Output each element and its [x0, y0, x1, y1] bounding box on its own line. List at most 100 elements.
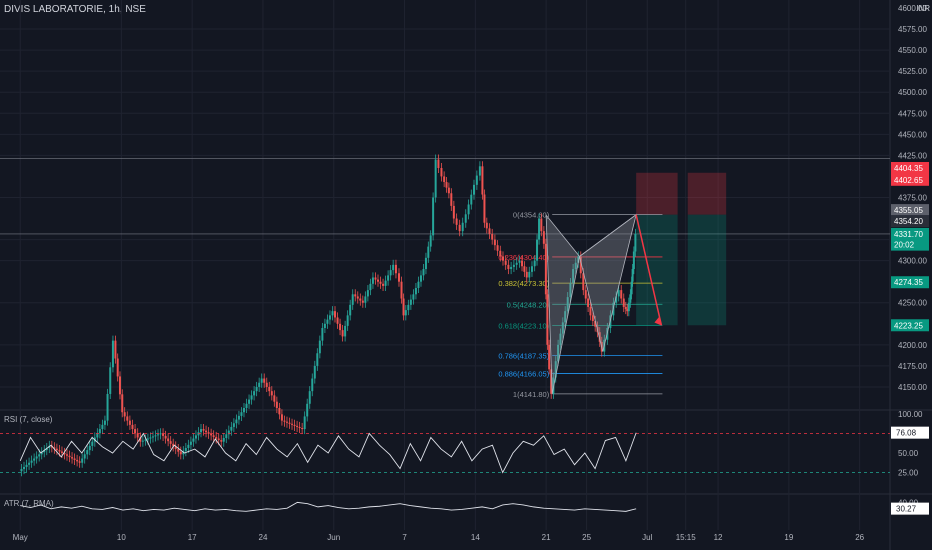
- candle-body: [627, 302, 630, 312]
- candle-body: [63, 452, 66, 455]
- candle-body: [481, 166, 484, 195]
- candle-body: [109, 367, 112, 394]
- price-label-box: [891, 162, 929, 174]
- candle-body: [356, 296, 359, 299]
- price-label-box: [891, 238, 929, 251]
- candle-body: [58, 450, 61, 452]
- candle-body: [200, 429, 203, 433]
- price-label-text: 4354.20: [894, 217, 923, 226]
- time-tick-label: May: [13, 533, 28, 542]
- candle-body: [293, 424, 296, 426]
- candle-body: [123, 412, 126, 417]
- price-tick-label: 4300.00: [898, 257, 927, 266]
- price-label-text: 4274.35: [894, 278, 923, 287]
- candle-body: [184, 448, 187, 452]
- candle-body: [334, 311, 337, 318]
- candle-body: [507, 264, 510, 270]
- candle-body: [569, 283, 572, 298]
- candle-body: [159, 433, 162, 435]
- atr-title: ATR (7, RMA): [4, 499, 54, 508]
- candle-body: [366, 290, 369, 297]
- time-tick-label: Jun: [327, 533, 340, 542]
- candle-body: [157, 434, 160, 436]
- candle-body: [397, 273, 400, 282]
- candle-body: [478, 166, 481, 176]
- candle-body: [311, 378, 314, 392]
- candle-body: [523, 266, 526, 272]
- atr-last-value: 30.27: [896, 505, 917, 514]
- price-label-box: [891, 227, 929, 240]
- candle-body: [341, 330, 344, 337]
- candle-body: [626, 309, 629, 312]
- candle-body: [518, 260, 521, 263]
- candle-body: [499, 250, 502, 257]
- candle-body: [86, 450, 89, 455]
- candle-body: [88, 445, 91, 451]
- candle-body: [260, 378, 263, 383]
- candle-body: [217, 438, 220, 441]
- candle-body: [91, 441, 94, 446]
- candle-body: [154, 435, 157, 437]
- candle-body: [283, 420, 286, 422]
- candle-body: [128, 420, 131, 425]
- candle-body: [96, 433, 99, 438]
- price-label-box: [891, 173, 929, 186]
- candle-body: [205, 430, 208, 433]
- candle-body: [321, 328, 324, 341]
- candle-body: [351, 294, 354, 305]
- candle-body: [521, 260, 524, 267]
- candle-body: [278, 408, 281, 415]
- candle-body: [81, 458, 84, 463]
- candle-body: [591, 315, 594, 321]
- price-tick-label: 4150.00: [898, 383, 927, 392]
- price-label-box: [891, 204, 929, 217]
- candle-body: [504, 260, 507, 265]
- price-tick-label: 4375.00: [898, 193, 927, 202]
- candle-body: [402, 298, 405, 316]
- price-label-box: [891, 276, 929, 289]
- candle-body: [475, 175, 478, 185]
- rsi-tick: 100.00: [898, 410, 923, 419]
- projection-arrow: [635, 214, 663, 326]
- candle-body: [118, 376, 121, 395]
- candle-body: [43, 450, 46, 453]
- candle-body: [53, 447, 56, 449]
- stop-loss-zone: [636, 172, 678, 215]
- candle-body: [632, 251, 635, 270]
- candle-body: [572, 269, 575, 284]
- candle-body: [134, 429, 137, 434]
- price-tick-label: 4500.00: [898, 88, 927, 97]
- candle-body: [559, 333, 562, 345]
- candle-body: [361, 300, 364, 303]
- candle-body: [533, 260, 536, 267]
- candle-body: [114, 340, 117, 359]
- price-tick-label: 4600.00: [898, 4, 927, 13]
- candle-body: [577, 256, 580, 263]
- candle-body: [488, 228, 491, 234]
- fib-level-label: 0.236(4304.40): [498, 253, 549, 262]
- candle-body: [424, 257, 427, 270]
- candle-body: [620, 290, 623, 299]
- candle-body: [414, 288, 417, 295]
- candle-body: [552, 377, 555, 394]
- candle-body: [450, 193, 453, 206]
- atr-last-box: [891, 502, 929, 515]
- candle-body: [162, 433, 165, 436]
- candle-body: [369, 283, 372, 291]
- candle-body: [242, 408, 245, 413]
- candle-body: [192, 438, 195, 442]
- candle-body: [220, 440, 223, 442]
- candle-body: [136, 433, 139, 438]
- time-tick-label: 10: [117, 533, 126, 542]
- candle-body: [316, 353, 319, 366]
- candle-body: [404, 310, 407, 316]
- price-label-text: 20:02: [894, 241, 915, 250]
- candle-body: [66, 454, 69, 456]
- candle-body: [202, 429, 205, 431]
- candle-body: [589, 306, 592, 316]
- candle-body: [389, 270, 392, 276]
- candle-body: [73, 458, 76, 460]
- candle-body: [346, 315, 349, 326]
- candle-body: [139, 437, 142, 442]
